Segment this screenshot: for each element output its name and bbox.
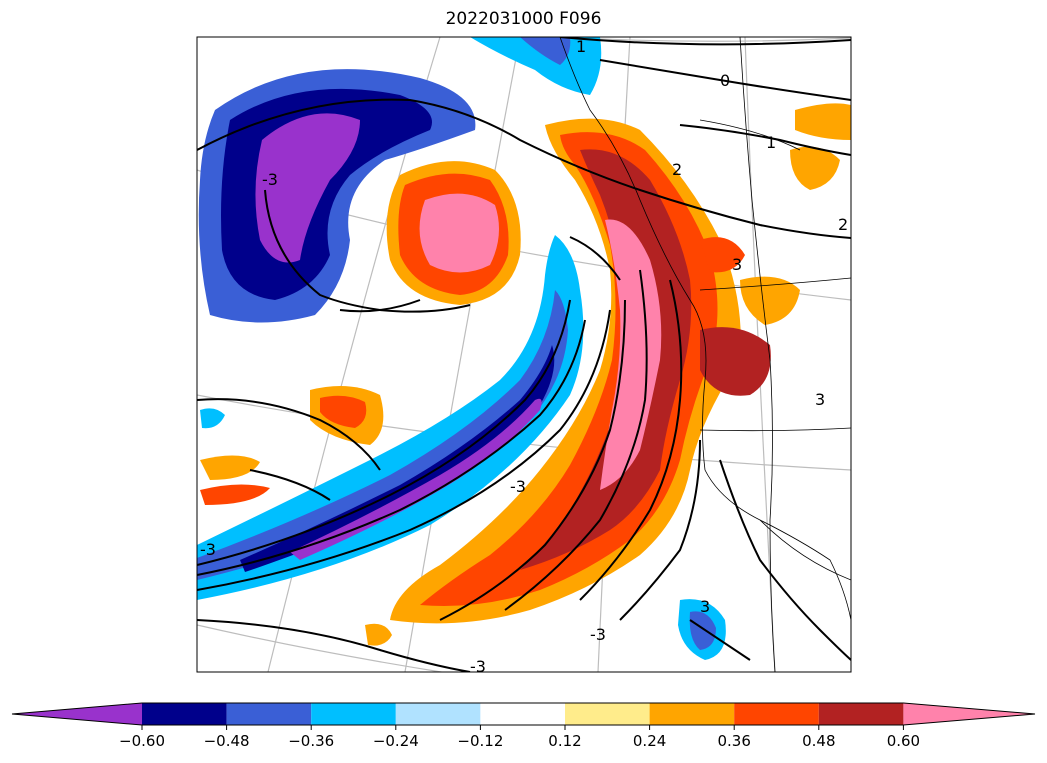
colorbar-bin bbox=[565, 703, 650, 725]
inland-patch-4 bbox=[795, 103, 851, 140]
contour-label: -3 bbox=[470, 657, 486, 676]
colorbar-bin bbox=[480, 703, 565, 725]
patch-south bbox=[365, 623, 392, 646]
colorbar-bin bbox=[734, 703, 819, 725]
colorbar-tick-label: 0.60 bbox=[887, 732, 920, 750]
river-darkred bbox=[520, 149, 692, 570]
patch-west-cyan bbox=[200, 408, 225, 429]
contour-label: -3 bbox=[510, 477, 526, 496]
contour-label: 3 bbox=[700, 597, 710, 616]
contour-label: 3 bbox=[815, 390, 825, 409]
colorbar-tick-label: 0.36 bbox=[717, 732, 750, 750]
colorbar-bin bbox=[649, 703, 735, 725]
front-band-cyan bbox=[197, 235, 584, 600]
contour-label: 2 bbox=[838, 215, 848, 234]
contour-label: 0 bbox=[720, 71, 730, 90]
patch-west-2 bbox=[320, 395, 367, 428]
patch-west-3 bbox=[200, 455, 260, 480]
colorbar-bin bbox=[903, 703, 1035, 725]
patch-west-4 bbox=[200, 484, 270, 505]
colorbar-tick-label: 0.12 bbox=[548, 732, 581, 750]
contour-label: 2 bbox=[672, 160, 682, 179]
contour-label-group: 1 0 1 2 2 3 3 -3 -3 -3 -3 3 -3 bbox=[200, 37, 848, 676]
front-band-navy bbox=[240, 345, 555, 572]
colorbar-bin bbox=[395, 703, 481, 725]
patch-se-blue bbox=[689, 611, 716, 650]
contour-label: 1 bbox=[576, 37, 586, 56]
contour-label: 3 bbox=[732, 255, 742, 274]
map-frame bbox=[196, 36, 852, 673]
contour-label: -3 bbox=[590, 625, 606, 644]
contour-lines bbox=[197, 37, 851, 672]
colorbar-bin bbox=[818, 703, 904, 725]
fill-nw-blue bbox=[520, 37, 571, 65]
forecast-map: 1 0 1 2 2 3 3 -3 -3 -3 -3 3 -3 bbox=[196, 36, 852, 676]
colorbar-tick-label: 0.24 bbox=[633, 732, 666, 750]
swirl-core bbox=[255, 113, 360, 263]
colorbar-tick-label: −0.12 bbox=[457, 732, 503, 750]
inland-patch-1 bbox=[700, 327, 771, 396]
inland-patch-3 bbox=[740, 276, 800, 325]
colorbar-tick-label: −0.24 bbox=[373, 732, 419, 750]
inland-patch-2 bbox=[790, 146, 840, 190]
colorbar-tick-label: −0.36 bbox=[288, 732, 334, 750]
coastlines bbox=[559, 37, 851, 672]
contour-label: -3 bbox=[200, 540, 216, 559]
colorbar-tick-label: −0.48 bbox=[204, 732, 250, 750]
contour-label: 1 bbox=[766, 133, 776, 152]
colorbar-tick-label: 0.48 bbox=[802, 732, 835, 750]
colorbar-tick-label: −0.60 bbox=[119, 732, 165, 750]
inland-patch-5 bbox=[700, 237, 745, 273]
colorbar-bin bbox=[226, 703, 312, 725]
warm-blob-core bbox=[419, 193, 499, 273]
river-pink-core bbox=[600, 219, 662, 490]
colorbar-bin bbox=[12, 703, 142, 725]
colorbar-bin bbox=[311, 703, 396, 725]
colorbar-bin bbox=[142, 703, 227, 725]
map-title: 2022031000 F096 bbox=[445, 9, 602, 29]
contour-label: -3 bbox=[262, 170, 278, 189]
